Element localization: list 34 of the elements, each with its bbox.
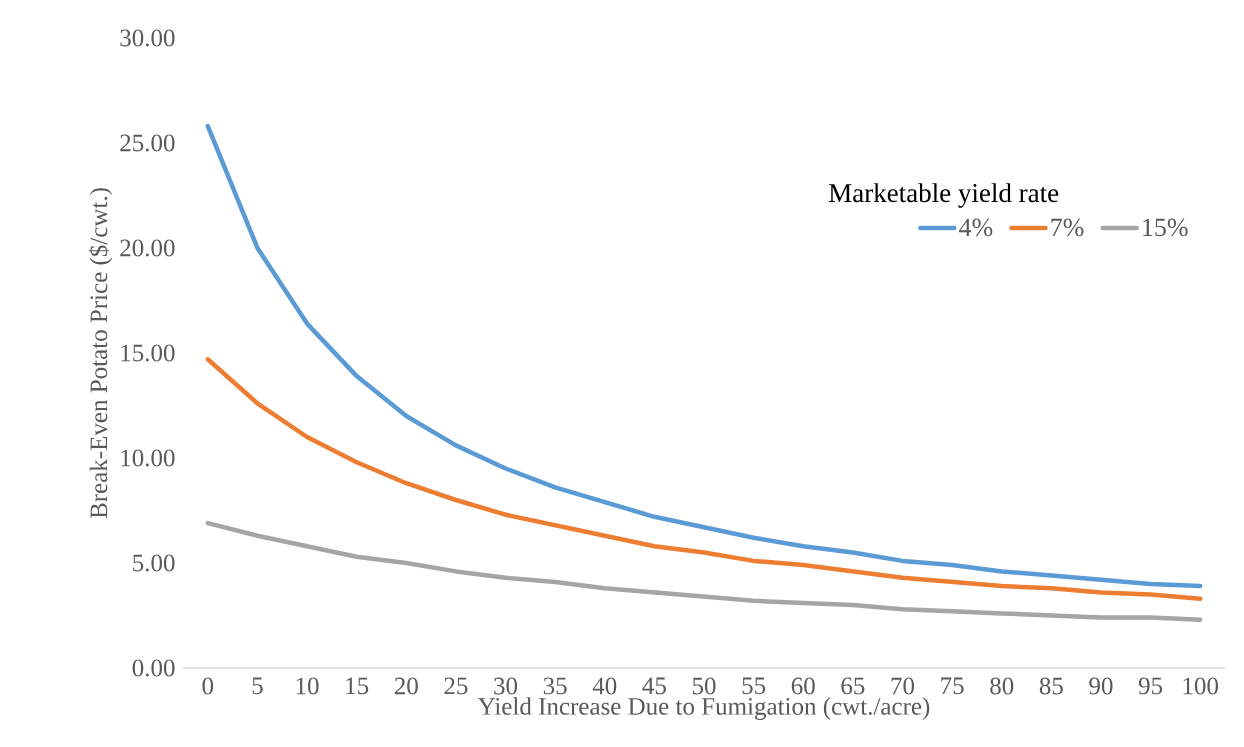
y-tick-label: 15.00 [121,344,175,362]
y-tick-label: 10.00 [121,449,175,467]
y-tick-label: 0.00 [132,659,175,677]
x-tick-label: 75 [941,677,964,695]
x-tick-label: 20 [394,677,418,695]
x-tick-label: 50 [692,677,716,695]
x-tick-label: 40 [592,677,617,695]
x-tick-label: 85 [1039,677,1063,695]
x-tick-label: 80 [990,677,1014,695]
x-tick-label: 5 [252,677,263,695]
legend-label: 4% [959,218,993,237]
x-axis-title: Yield Increase Due to Fumigation (cwt./acre) [477,697,930,721]
x-tick-label: 10 [296,677,319,695]
legend-title: Marketable yield rate [829,183,1059,208]
x-tick-label: 65 [841,677,865,695]
y-tick-label: 25.00 [120,134,175,152]
x-tick-label: 95 [1138,677,1163,695]
x-tick-label: 15 [346,677,369,695]
y-axis-title: Break-Even Potato Price ($/cwt.) [88,188,113,519]
x-tick-label: 30 [494,677,518,695]
y-tick-label: 5.00 [133,554,175,572]
x-tick-label: 55 [742,677,766,695]
x-tick-label: 45 [642,677,666,695]
x-tick-label: 90 [1089,677,1113,695]
x-tick-label: 35 [543,677,567,695]
x-tick-label: 100 [1183,677,1218,695]
y-tick-label: 20.00 [120,239,175,257]
y-tick-label: 30.00 [120,29,175,47]
x-tick-label: 0 [202,677,214,695]
x-tick-label: 60 [791,677,815,695]
legend-label: 7% [1051,218,1084,237]
x-tick-label: 25 [444,677,468,695]
x-tick-label: 70 [891,677,915,695]
legend-label: 15% [1143,218,1188,237]
